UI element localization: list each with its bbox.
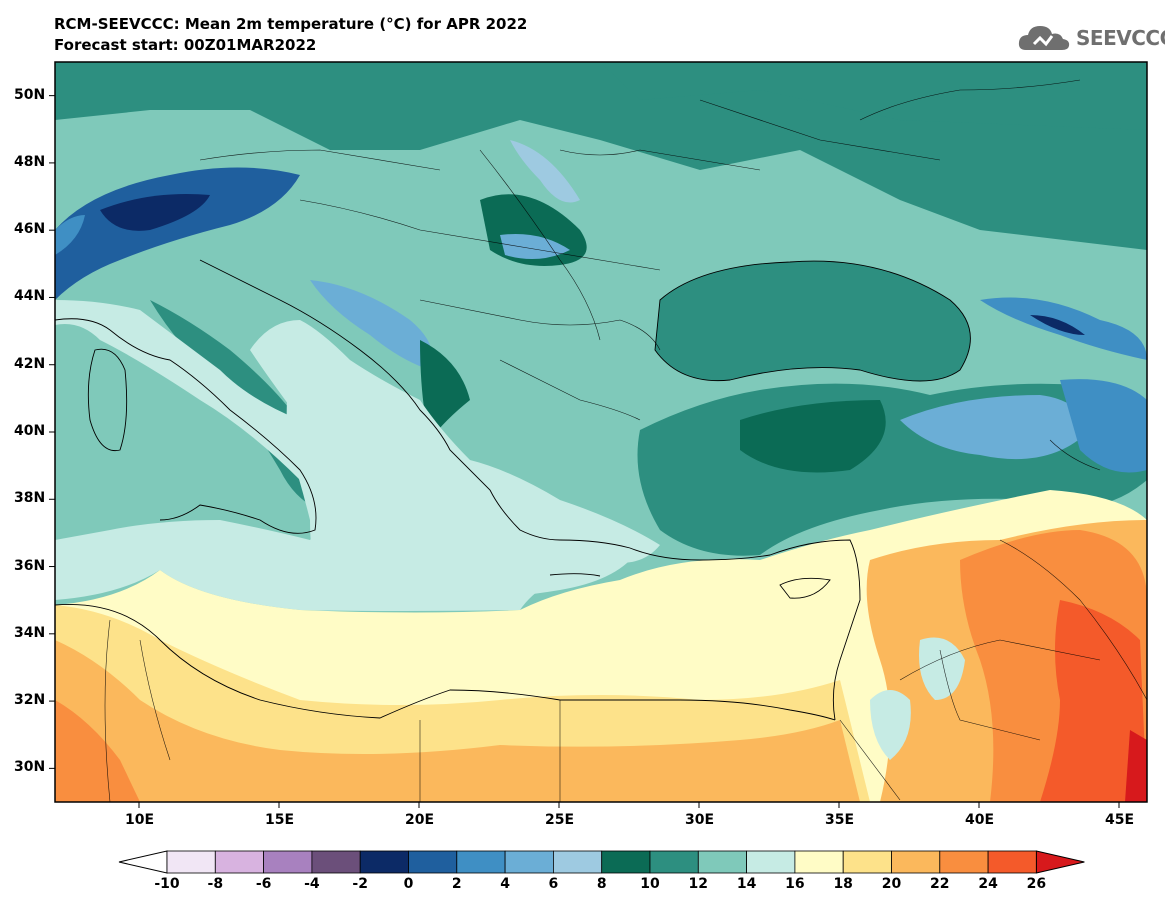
alps-cold bbox=[55, 167, 300, 300]
colorbar-label: 20 bbox=[881, 876, 902, 892]
colorbar-box bbox=[697, 850, 747, 874]
colorbar-box bbox=[746, 850, 796, 874]
colorbar-label: 10 bbox=[640, 876, 660, 892]
lon-tick-label: 20E bbox=[405, 812, 435, 828]
colorbar-box bbox=[842, 850, 892, 874]
colorbar-label: 4 bbox=[500, 876, 510, 892]
colorbar-label: 14 bbox=[736, 876, 757, 892]
colorbar-label: 6 bbox=[548, 876, 559, 892]
colorbar-box bbox=[408, 850, 458, 874]
lon-tick-label: 10E bbox=[125, 812, 155, 828]
colorbar-label: 2 bbox=[451, 876, 462, 892]
colorbar-boxes bbox=[118, 850, 1085, 874]
colorbar-box bbox=[166, 850, 216, 874]
colorbar-box bbox=[649, 850, 699, 874]
lon-tick-label: 35E bbox=[825, 812, 855, 828]
lat-tick-label: 46N bbox=[14, 221, 46, 238]
colorbar-high-end bbox=[1035, 850, 1085, 874]
colorbar-label: 26 bbox=[1026, 876, 1047, 892]
map-field bbox=[55, 62, 1147, 802]
lat-tick-label: 44N bbox=[14, 288, 46, 305]
colorbar-box bbox=[263, 850, 313, 874]
title-line-1: RCM-SEEVCCC: Mean 2m temperature (°C) fo… bbox=[54, 15, 528, 33]
colorbar-label: 8 bbox=[596, 876, 607, 892]
colorbar-box bbox=[504, 850, 554, 874]
colorbar-label: 0 bbox=[403, 876, 414, 892]
colorbar-box bbox=[311, 850, 361, 874]
axis-ticks bbox=[49, 95, 1120, 808]
colorbar-box bbox=[794, 850, 844, 874]
lon-tick-label: 15E bbox=[265, 812, 295, 828]
black-sea bbox=[655, 261, 971, 381]
lat-tick-label: 36N bbox=[14, 557, 46, 574]
logo-text: SEEVCCC bbox=[1076, 26, 1165, 50]
colorbar-box bbox=[891, 850, 941, 874]
lon-tick-label: 30E bbox=[685, 812, 715, 828]
colorbar-label: -4 bbox=[304, 876, 320, 892]
colorbar-box bbox=[214, 850, 265, 874]
lat-tick-label: 42N bbox=[14, 355, 46, 372]
colorbar-label: 22 bbox=[930, 876, 950, 892]
lat-tick-label: 30N bbox=[14, 759, 46, 776]
colorbar-label: -8 bbox=[207, 876, 224, 892]
colorbar-label: 12 bbox=[688, 876, 709, 892]
lat-tick-label: 40N bbox=[14, 423, 46, 439]
colorbar-box bbox=[456, 850, 506, 874]
borders bbox=[104, 79, 1147, 802]
lat-tick-label: 48N bbox=[14, 153, 46, 170]
colorbar-box bbox=[601, 850, 651, 874]
colorbar-label: -6 bbox=[255, 876, 272, 892]
coastlines bbox=[55, 259, 971, 721]
colorbar-label: -2 bbox=[352, 876, 368, 892]
lat-tick-label: 38N bbox=[14, 490, 46, 507]
seevccc-logo: SEEVCCC bbox=[1016, 22, 1165, 58]
lon-tick-label: 40E bbox=[965, 812, 995, 828]
lat-tick-label: 50N bbox=[14, 86, 46, 103]
cloud-icon bbox=[1018, 26, 1070, 50]
lat-tick-label: 34N bbox=[14, 624, 46, 641]
lat-tick-label: 32N bbox=[14, 692, 46, 709]
colorbar-label: 16 bbox=[785, 876, 805, 892]
colorbar-box bbox=[939, 850, 989, 874]
colorbar-low-end bbox=[118, 850, 168, 874]
colorbar-box bbox=[987, 850, 1037, 874]
lon-tick-label: 45E bbox=[1105, 812, 1135, 828]
map-title: RCM-SEEVCCC: Mean 2m temperature (°C) fo… bbox=[54, 14, 527, 56]
colorbar-box bbox=[553, 850, 603, 874]
colorbar-label: 24 bbox=[978, 876, 998, 892]
lon-tick-label: 25E bbox=[545, 812, 575, 828]
colorbar-label: -10 bbox=[154, 876, 180, 892]
colorbar-box bbox=[359, 850, 409, 874]
title-line-2: Forecast start: 00Z01MAR2022 bbox=[54, 36, 317, 54]
colorbar-label: 18 bbox=[833, 876, 853, 892]
